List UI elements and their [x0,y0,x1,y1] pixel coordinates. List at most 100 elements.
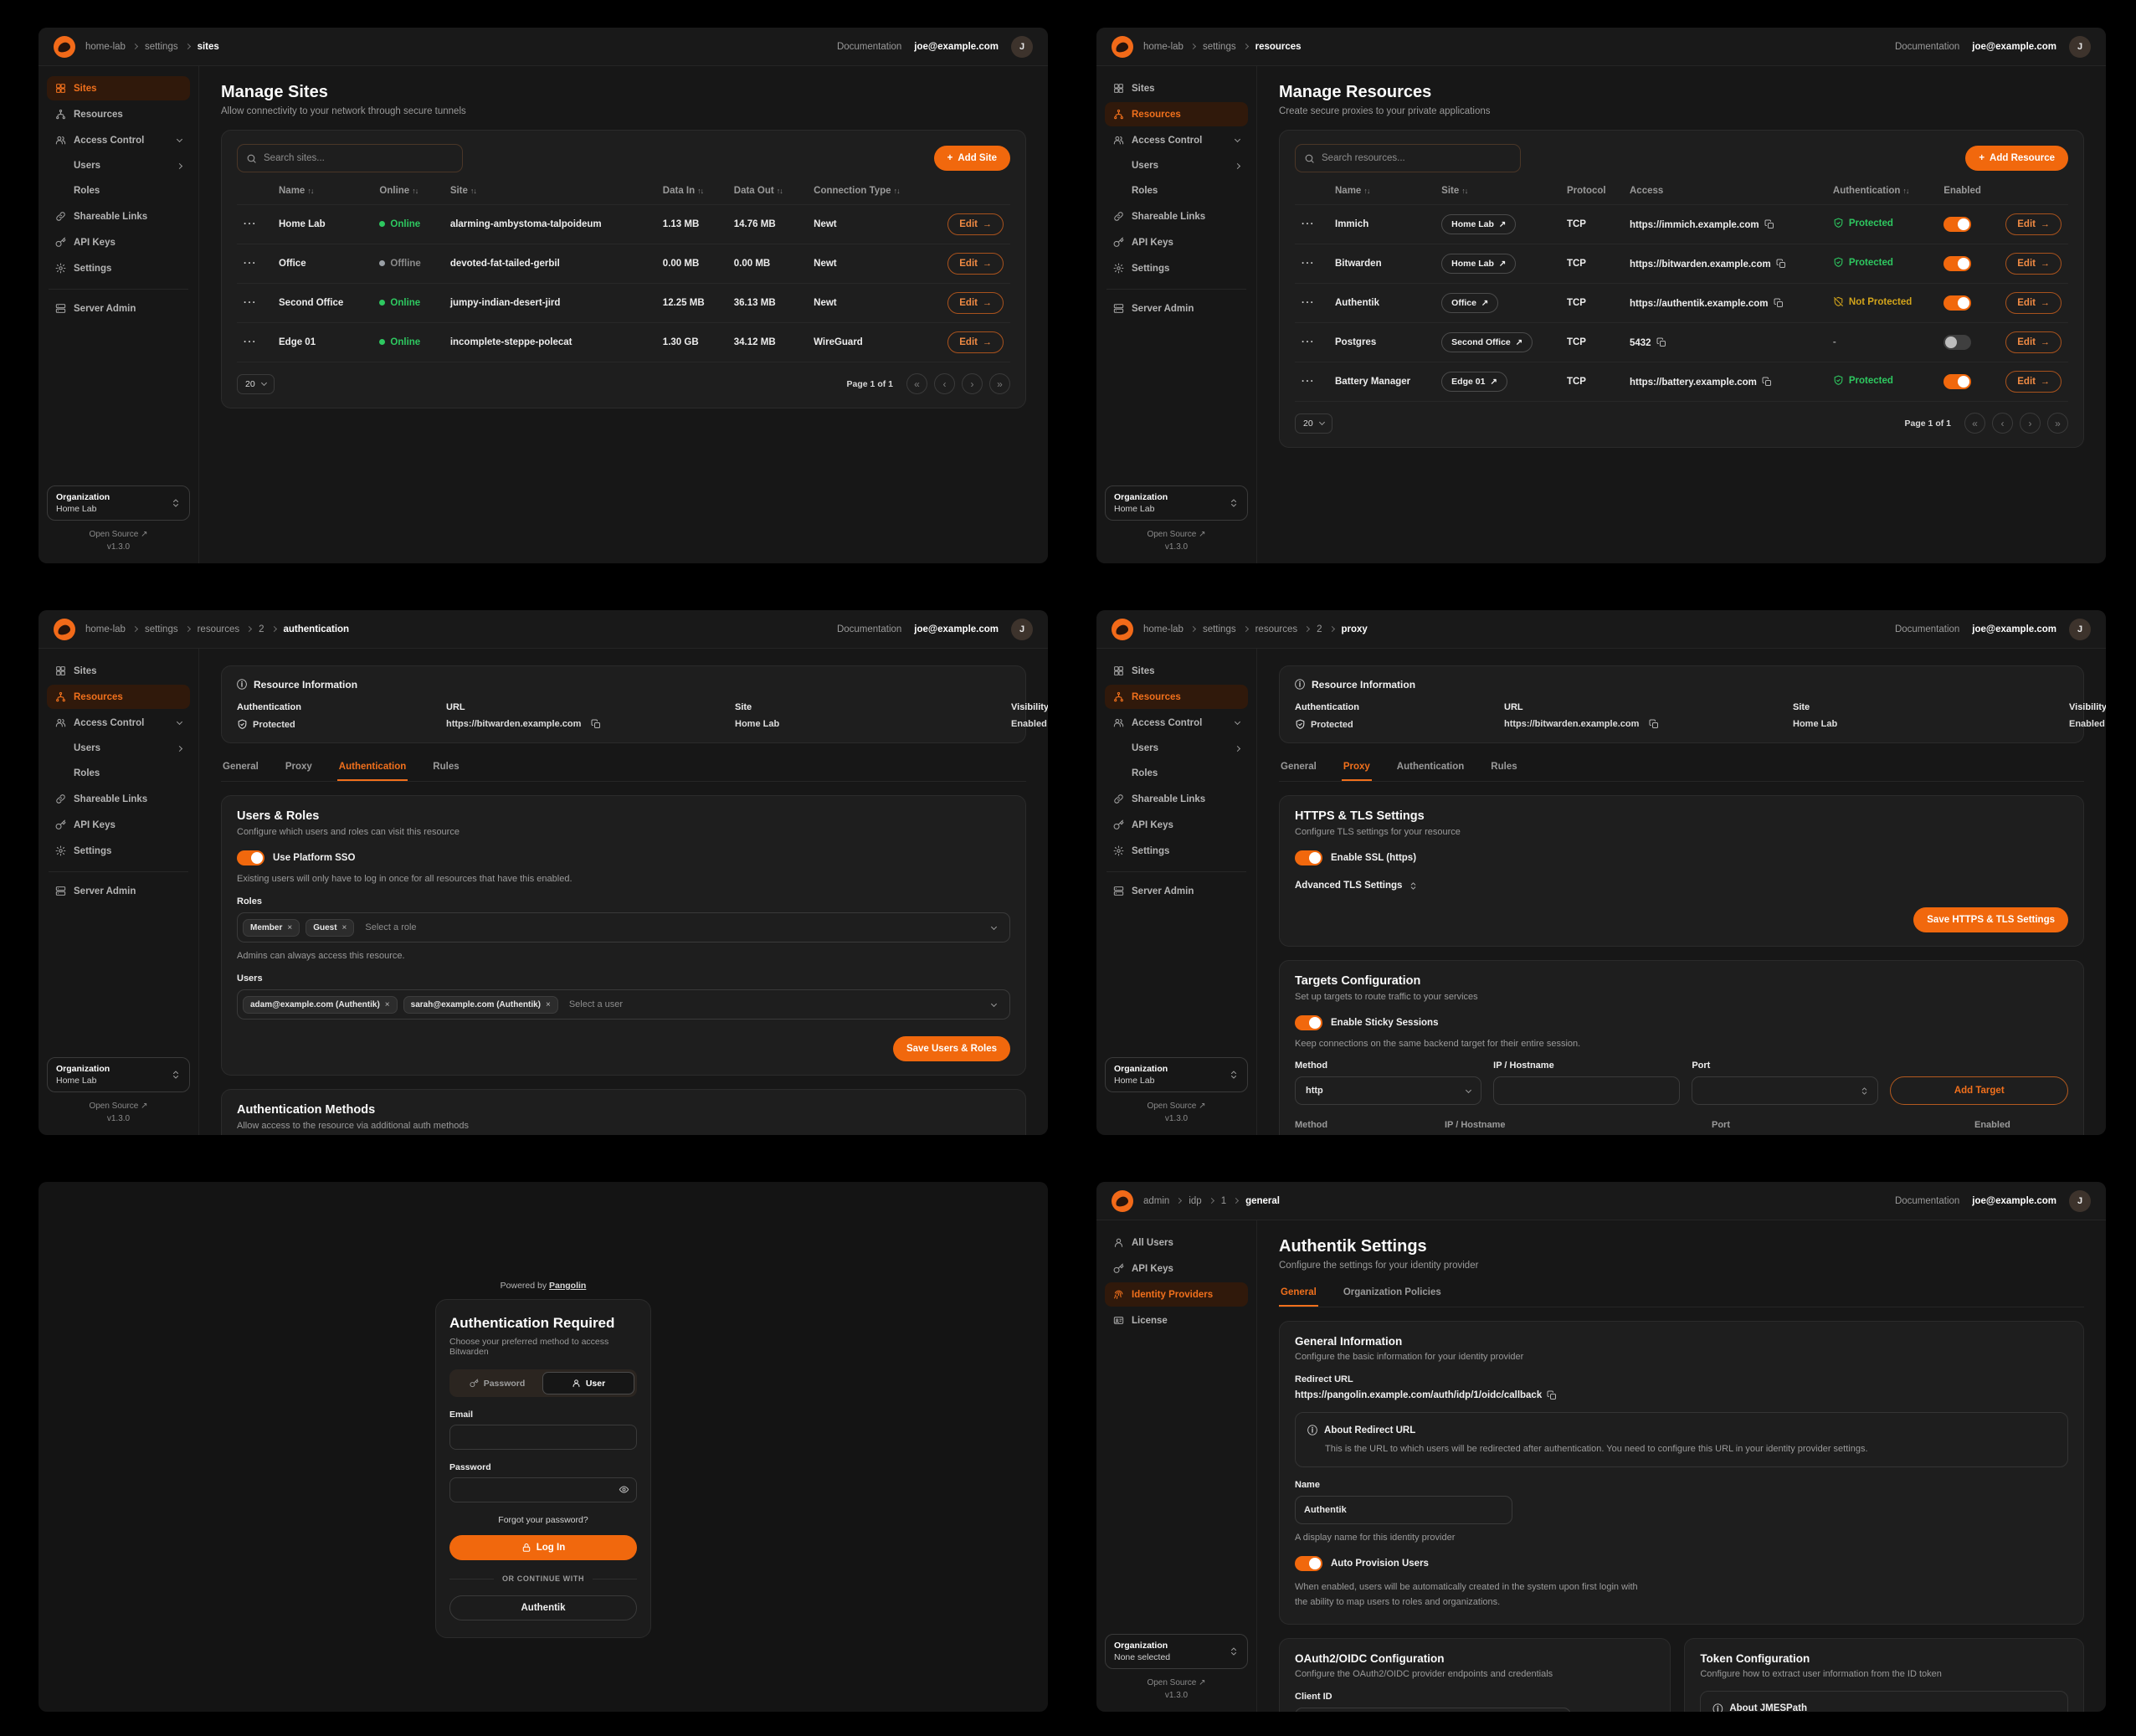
tab-general[interactable]: General [223,762,259,772]
sidebar-item-sites[interactable]: Sites [1105,659,1248,683]
row-menu-button[interactable]: ··· [244,219,257,229]
copy-icon[interactable] [1649,719,1659,729]
sort-icon[interactable]: ↑↓ [412,187,418,195]
role-chip[interactable]: Member × [243,918,300,937]
copy-icon[interactable] [1776,259,1786,269]
breadcrumb-item[interactable]: 1 [1220,1195,1227,1206]
tab-organization-policies[interactable]: Organization Policies [1343,1287,1441,1297]
pangolin-link[interactable]: Pangolin [549,1281,587,1291]
sidebar-item-users[interactable]: Users [47,737,190,760]
sidebar-item-access-control[interactable]: Access Control [47,128,190,152]
column-header-name[interactable]: Name ↑↓ [1335,186,1370,196]
user-email-button[interactable]: joe@example.com [1972,624,2056,634]
avatar[interactable]: J [2069,35,2091,58]
search-input[interactable] [264,153,454,163]
tab-proxy[interactable]: Proxy [1341,757,1372,781]
page-size-select[interactable]: 20 [237,373,275,394]
row-menu-button[interactable]: ··· [1302,259,1315,269]
sidebar-item-api-keys[interactable]: API Keys [1105,813,1248,837]
breadcrumb-item[interactable]: authentication [283,624,350,634]
site-link-pill[interactable]: Second Office ↗ [1441,332,1533,352]
avatar[interactable]: J [1011,35,1033,58]
next-page-button[interactable]: › [2020,413,2041,434]
email-field[interactable] [449,1425,637,1450]
sidebar-item-sites[interactable]: Sites [47,76,190,100]
sidebar-item-resources[interactable]: Resources [47,102,190,126]
sidebar-item-server-admin[interactable]: Server Admin [1105,296,1248,321]
breadcrumb-item[interactable]: 2 [259,624,264,634]
edit-button[interactable]: Edit → [947,253,1004,275]
remove-chip-icon[interactable]: × [341,922,347,932]
org-selector[interactable]: Organization Home Lab [47,1057,190,1092]
first-page-button[interactable]: « [906,373,927,394]
breadcrumb-item[interactable]: settings [1202,624,1236,634]
sidebar-item-sites[interactable]: Sites [1105,76,1248,100]
enabled-toggle[interactable] [1943,217,1972,232]
open-source-link[interactable]: Open Source ↗ [1147,1678,1206,1687]
sidebar-item-roles[interactable]: Roles [47,179,190,203]
tab-user[interactable]: User [542,1372,634,1394]
open-source-link[interactable]: Open Source ↗ [1147,530,1206,539]
breadcrumb-item[interactable]: home-lab [85,41,126,52]
role-chip[interactable]: Guest × [306,918,355,937]
sidebar-item-server-admin[interactable]: Server Admin [1105,879,1248,903]
column-header-site[interactable]: Site ↑↓ [449,186,477,196]
edit-button[interactable]: Edit → [2005,292,2062,314]
sidebar-item-shareable-links[interactable]: Shareable Links [1105,787,1248,811]
row-menu-button[interactable]: ··· [244,337,257,347]
sidebar-item-roles[interactable]: Roles [47,762,190,785]
column-header-online[interactable]: Online ↑↓ [379,186,418,196]
add-resource-button[interactable]: + Add Resource [1965,146,2068,171]
user-chip[interactable]: adam@example.com (Authentik) × [243,995,398,1014]
enable-ssl-toggle[interactable] [1295,850,1322,865]
sort-icon[interactable]: ↑↓ [470,187,477,195]
avatar[interactable]: J [2069,618,2091,640]
method-select[interactable]: http [1295,1076,1482,1105]
site-link-pill[interactable]: Edge 01 ↗ [1441,372,1507,392]
page-size-select[interactable]: 20 [1295,413,1332,434]
authentik-sso-button[interactable]: Authentik [449,1595,637,1620]
roles-multiselect[interactable]: Member × Guest × Select a role [237,912,1010,942]
open-source-link[interactable]: Open Source ↗ [89,530,148,539]
breadcrumb-item[interactable]: home-lab [85,624,126,634]
sidebar-item-api-keys[interactable]: API Keys [47,230,190,254]
sidebar-item-users[interactable]: Users [1105,154,1248,177]
org-selector[interactable]: Organization None selected [1105,1634,1248,1669]
sort-icon[interactable]: ↑↓ [1902,187,1909,195]
tab-password[interactable]: Password [452,1372,542,1394]
documentation-link[interactable]: Documentation [1894,41,1960,52]
breadcrumb-item[interactable]: settings [1202,41,1236,52]
tab-authentication[interactable]: Authentication [1396,762,1465,772]
pangolin-logo-icon[interactable] [54,35,75,58]
org-selector[interactable]: Organization Home Lab [47,485,190,521]
breadcrumb-item[interactable]: settings [144,624,178,634]
last-page-button[interactable]: » [2047,413,2068,434]
tab-rules[interactable]: Rules [433,762,460,772]
breadcrumb-item[interactable]: resources [1255,41,1302,52]
sticky-sessions-toggle[interactable] [1295,1015,1322,1030]
org-selector[interactable]: Organization Home Lab [1105,1057,1248,1092]
next-page-button[interactable]: › [962,373,983,394]
prev-page-button[interactable]: ‹ [934,373,955,394]
pangolin-logo-icon[interactable] [1112,618,1133,640]
edit-button[interactable]: Edit → [2005,253,2062,275]
sidebar-item-identity-providers[interactable]: Identity Providers [1105,1282,1248,1307]
breadcrumb-item[interactable]: resources [197,624,240,634]
breadcrumb-item[interactable]: sites [197,41,219,52]
sidebar-item-settings[interactable]: Settings [1105,839,1248,863]
tab-authentication[interactable]: Authentication [336,757,408,781]
documentation-link[interactable]: Documentation [836,624,902,634]
column-header-site[interactable]: Site ↑↓ [1441,186,1468,196]
sidebar-item-roles[interactable]: Roles [1105,762,1248,785]
sort-icon[interactable]: ↑↓ [307,187,314,195]
pangolin-logo-icon[interactable] [54,618,75,640]
breadcrumb-item[interactable]: admin [1143,1195,1170,1206]
remove-chip-icon[interactable]: × [384,999,390,1009]
documentation-link[interactable]: Documentation [836,41,902,52]
sidebar-item-api-keys[interactable]: API Keys [1105,1256,1248,1281]
sort-icon[interactable]: ↑↓ [1363,187,1370,195]
remove-chip-icon[interactable]: × [546,999,551,1009]
open-source-link[interactable]: Open Source ↗ [89,1102,148,1111]
edit-button[interactable]: Edit → [947,331,1004,353]
sort-icon[interactable]: ↑↓ [776,187,783,195]
